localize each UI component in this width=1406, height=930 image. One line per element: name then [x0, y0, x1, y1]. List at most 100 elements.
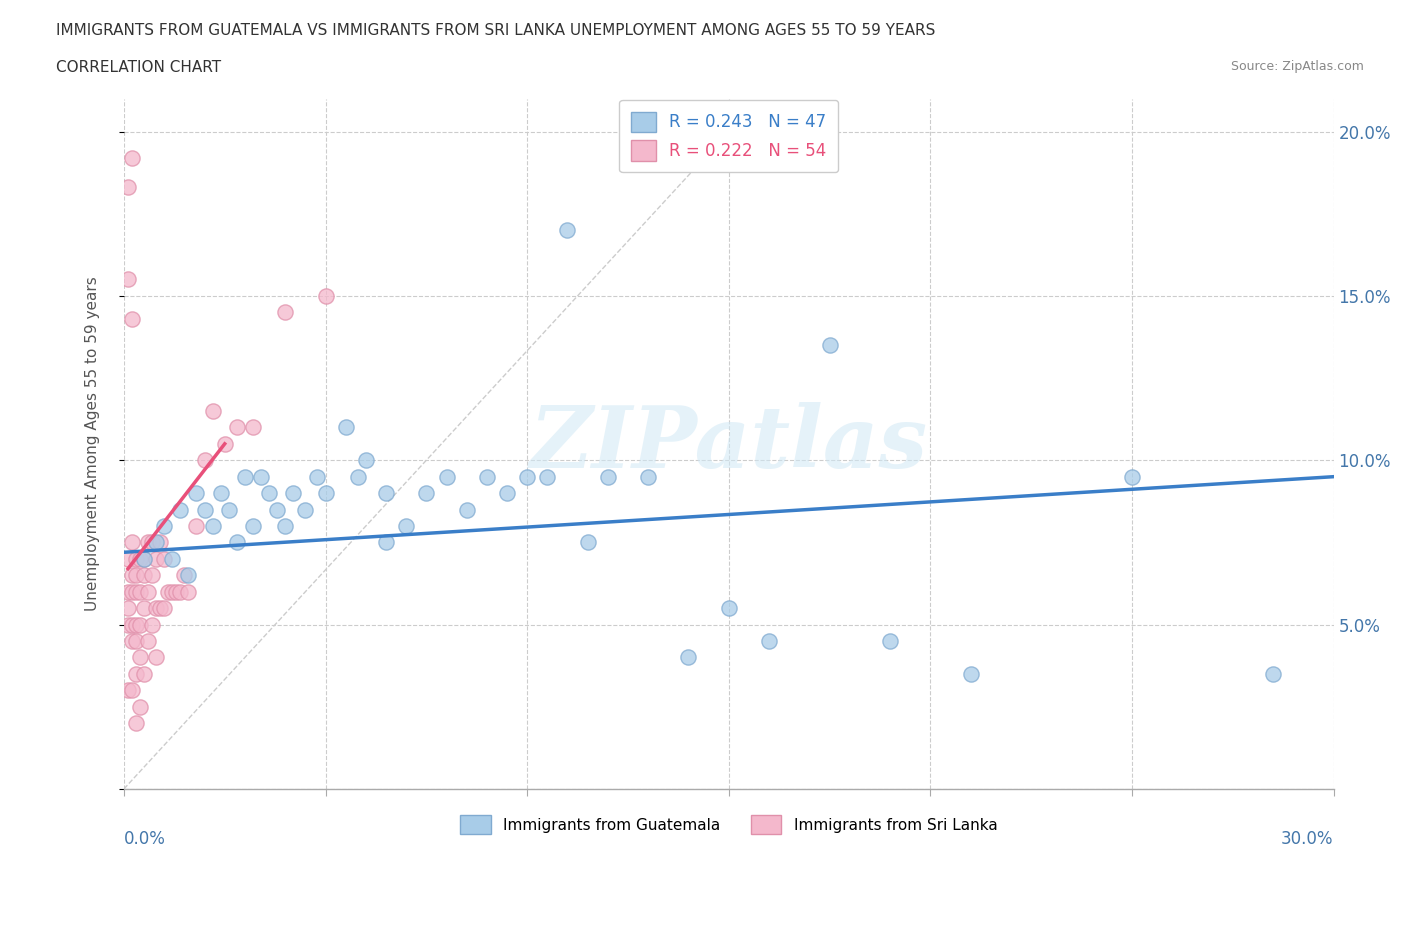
Point	[129, 584, 152, 599]
Point	[121, 618, 143, 632]
Point	[516, 470, 538, 485]
Point	[153, 519, 176, 534]
Point	[186, 519, 208, 534]
Point	[145, 650, 167, 665]
Point	[375, 485, 398, 500]
Point	[717, 601, 740, 616]
Point	[121, 584, 143, 599]
Point	[121, 683, 143, 698]
Point	[129, 699, 152, 714]
Point	[266, 502, 288, 517]
Point	[242, 519, 264, 534]
Point	[354, 453, 377, 468]
Point	[186, 485, 208, 500]
Point	[375, 535, 398, 550]
Point	[125, 618, 148, 632]
Point	[637, 470, 659, 485]
Point	[475, 470, 498, 485]
Point	[315, 485, 337, 500]
Point	[233, 470, 256, 485]
Point	[149, 535, 172, 550]
Point	[165, 584, 187, 599]
Point	[132, 551, 155, 566]
Point	[678, 650, 700, 665]
Point	[201, 404, 224, 418]
Point	[879, 633, 901, 648]
Text: 0.0%: 0.0%	[124, 830, 166, 848]
Point	[257, 485, 280, 500]
Point	[294, 502, 316, 517]
Point	[153, 551, 176, 566]
Point	[959, 667, 981, 682]
Point	[157, 584, 180, 599]
Point	[117, 683, 139, 698]
Point	[225, 535, 247, 550]
Text: CORRELATION CHART: CORRELATION CHART	[56, 60, 221, 75]
Point	[125, 633, 148, 648]
Point	[149, 601, 172, 616]
Point	[132, 568, 155, 583]
Point	[121, 312, 143, 326]
Point	[125, 551, 148, 566]
Point	[121, 633, 143, 648]
Point	[121, 535, 143, 550]
Point	[162, 551, 184, 566]
Text: 30.0%: 30.0%	[1281, 830, 1334, 848]
Point	[758, 633, 780, 648]
Point	[141, 568, 163, 583]
Point	[136, 535, 159, 550]
Point	[117, 618, 139, 632]
Point	[117, 180, 139, 195]
Legend: Immigrants from Guatemala, Immigrants from Sri Lanka: Immigrants from Guatemala, Immigrants fr…	[454, 809, 1004, 840]
Point	[129, 551, 152, 566]
Point	[125, 568, 148, 583]
Point	[125, 716, 148, 731]
Text: IMMIGRANTS FROM GUATEMALA VS IMMIGRANTS FROM SRI LANKA UNEMPLOYMENT AMONG AGES 5: IMMIGRANTS FROM GUATEMALA VS IMMIGRANTS …	[56, 23, 935, 38]
Point	[596, 470, 619, 485]
Point	[242, 420, 264, 435]
Point	[193, 453, 215, 468]
Point	[153, 601, 176, 616]
Point	[283, 485, 305, 500]
Point	[225, 420, 247, 435]
Point	[141, 618, 163, 632]
Point	[193, 502, 215, 517]
Point	[145, 551, 167, 566]
Point	[818, 338, 841, 352]
Point	[177, 568, 200, 583]
Point	[315, 288, 337, 303]
Point	[169, 584, 191, 599]
Point	[214, 436, 236, 451]
Point	[121, 568, 143, 583]
Point	[132, 667, 155, 682]
Point	[346, 470, 368, 485]
Point	[456, 502, 478, 517]
Point	[274, 519, 297, 534]
Point	[250, 470, 273, 485]
Point	[162, 584, 184, 599]
Point	[117, 584, 139, 599]
Point	[218, 502, 240, 517]
Point	[436, 470, 458, 485]
Point	[177, 584, 200, 599]
Text: Source: ZipAtlas.com: Source: ZipAtlas.com	[1230, 60, 1364, 73]
Point	[395, 519, 418, 534]
Point	[576, 535, 599, 550]
Point	[1121, 470, 1143, 485]
Y-axis label: Unemployment Among Ages 55 to 59 years: Unemployment Among Ages 55 to 59 years	[86, 276, 100, 611]
Point	[335, 420, 357, 435]
Point	[132, 601, 155, 616]
Point	[173, 568, 195, 583]
Text: ZIPatlas: ZIPatlas	[530, 402, 928, 485]
Point	[132, 551, 155, 566]
Point	[117, 601, 139, 616]
Point	[125, 584, 148, 599]
Point	[117, 272, 139, 287]
Point	[274, 305, 297, 320]
Point	[117, 551, 139, 566]
Point	[496, 485, 519, 500]
Point	[145, 535, 167, 550]
Point	[129, 650, 152, 665]
Point	[125, 667, 148, 682]
Point	[136, 584, 159, 599]
